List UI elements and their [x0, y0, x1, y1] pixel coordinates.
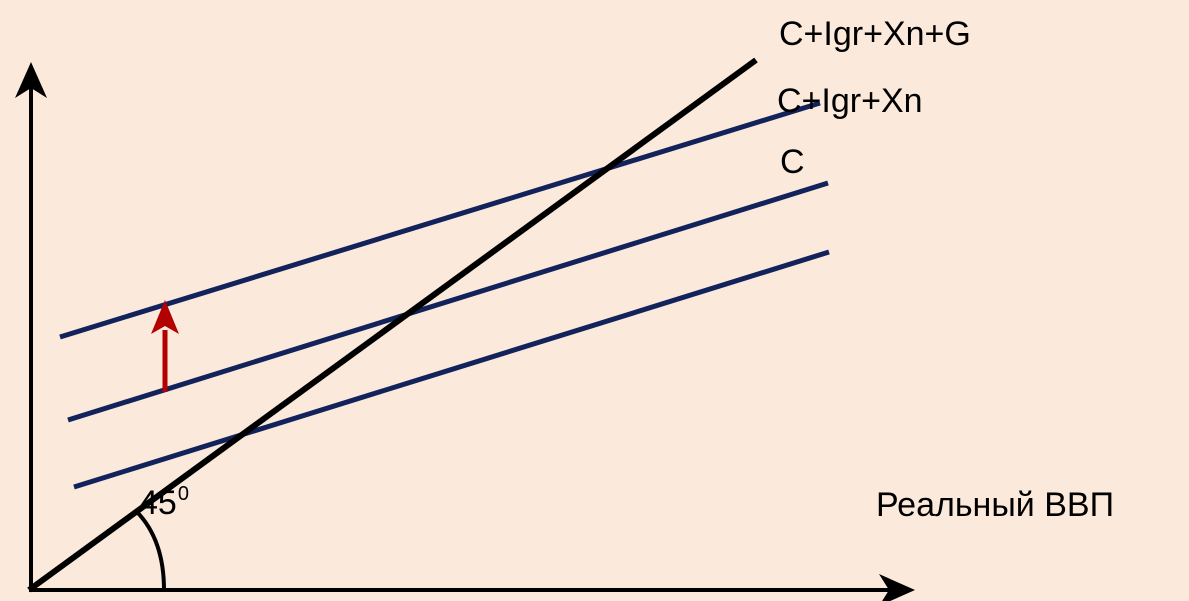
- x-axis-label: Реальный ВВП: [876, 486, 1114, 524]
- angle-label: 450: [139, 484, 189, 520]
- line-45-degree: [27, 57, 758, 593]
- parallel-line-lower: [73, 249, 830, 490]
- shift-arrowhead: [151, 300, 179, 334]
- parallel-line-upper: [59, 100, 821, 340]
- x-axis-arrowhead: [879, 574, 915, 601]
- label-line-45: C+Igr+Xn+G: [779, 15, 971, 53]
- y-axis-arrowhead: [15, 62, 47, 98]
- parallel-line-middle: [67, 180, 829, 423]
- angle-value: 45: [139, 484, 177, 522]
- label-line-upper: C+Igr+Xn: [777, 82, 923, 120]
- label-line-middle: C: [780, 143, 805, 181]
- angle-degree-superscript: 0: [177, 483, 189, 505]
- angle-arc: [135, 510, 166, 591]
